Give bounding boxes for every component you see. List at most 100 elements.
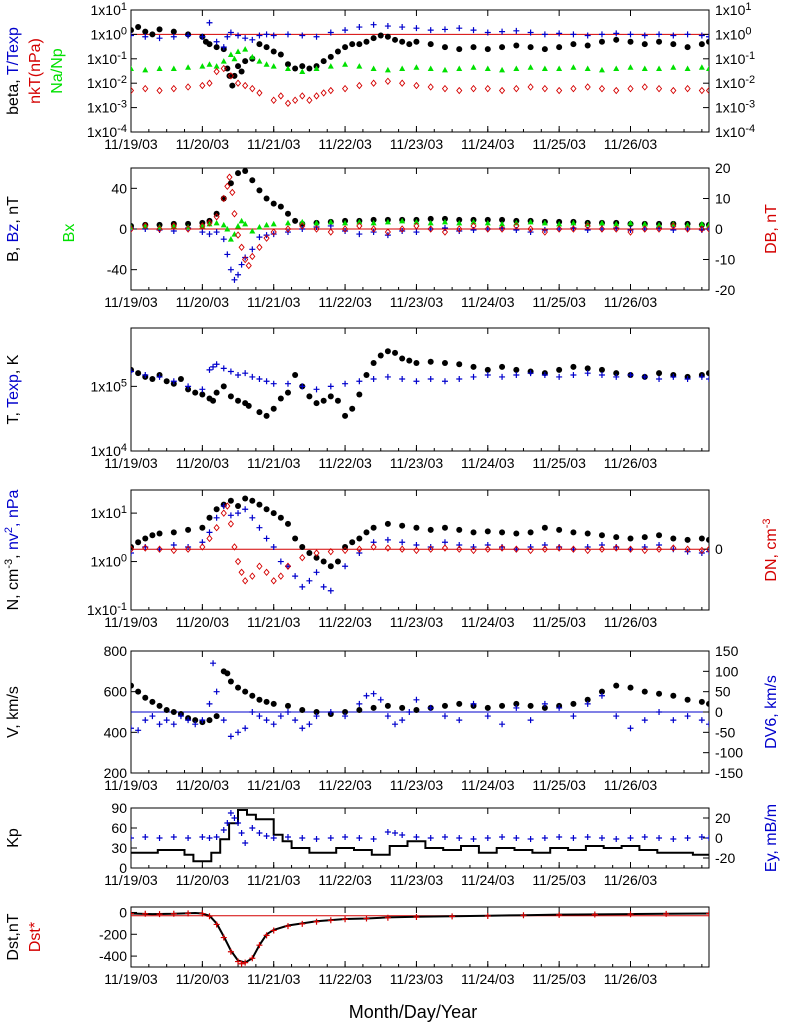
- data-point: [185, 64, 192, 70]
- data-point: [556, 225, 563, 233]
- y-tick-label: -10: [715, 252, 735, 268]
- data-point: [541, 700, 548, 707]
- tick-label-exponent: 4: [121, 442, 127, 454]
- data-point: [392, 721, 399, 728]
- x-tick-label: 11/19/03: [104, 614, 158, 630]
- data-point: [705, 86, 709, 95]
- data-point: [399, 65, 406, 72]
- data-point: [220, 827, 227, 833]
- data-point: [399, 79, 406, 87]
- y-tick-label: 1x10-4: [87, 123, 127, 140]
- data-point: [556, 220, 563, 227]
- data-point: [135, 727, 142, 734]
- data-point: [292, 573, 299, 580]
- data-point: [499, 373, 506, 380]
- data-point: [263, 31, 270, 38]
- data-point: [670, 41, 677, 48]
- data-point: [313, 713, 320, 720]
- data-point: [670, 64, 677, 70]
- data-point: [284, 562, 292, 570]
- data-point: [513, 222, 520, 230]
- data-point: [684, 31, 691, 38]
- data-point: [356, 835, 363, 841]
- data-point: [499, 529, 506, 536]
- tick-label-text: 60: [111, 820, 127, 836]
- data-point: [584, 546, 591, 555]
- data-point: [684, 835, 691, 841]
- data-point: [427, 41, 434, 48]
- data-point: [229, 188, 236, 197]
- tick-label-text: 1x10: [715, 26, 746, 42]
- data-point: [570, 219, 577, 226]
- tick-label-text: 1x10: [87, 100, 118, 116]
- data-point: [413, 378, 420, 385]
- tick-label-exponent: -1: [117, 50, 127, 62]
- data-point: [499, 44, 506, 51]
- panel-temperature: 11/19/03 11/20/03 11/21/03 11/22/03 11/23/03…: [5, 327, 710, 471]
- data-point: [156, 911, 163, 918]
- data-point: [256, 187, 263, 194]
- data-point: [363, 371, 370, 378]
- data-point: [706, 65, 709, 72]
- data-point: [220, 236, 227, 243]
- data-point: [234, 231, 242, 239]
- axis-title-part: , nT: [5, 196, 22, 224]
- data-point: [206, 219, 213, 227]
- y-axis-title: Na/Np: [49, 48, 66, 93]
- data-point: [220, 934, 227, 941]
- data-point: [656, 532, 663, 539]
- data-point: [242, 370, 249, 377]
- y-axis-title: DN, cm-3: [761, 518, 780, 581]
- data-point: [170, 378, 177, 385]
- data-point: [342, 228, 349, 235]
- data-point: [441, 215, 448, 222]
- data-point: [705, 225, 709, 233]
- data-point: [156, 373, 163, 380]
- data-point: [656, 38, 663, 45]
- data-point: [513, 371, 520, 378]
- panel-velocity: 11/19/03 11/20/03 11/21/03 11/22/03 11/23/03…: [5, 643, 780, 793]
- data-point: [399, 225, 406, 233]
- axis-title-superscript: 2: [3, 527, 15, 533]
- data-point: [484, 912, 491, 919]
- data-point: [706, 221, 709, 228]
- data-point: [684, 696, 691, 703]
- data-point: [370, 65, 377, 72]
- data-point: [185, 910, 192, 917]
- data-point: [213, 834, 220, 840]
- data-point: [513, 545, 520, 553]
- data-point: [441, 228, 449, 236]
- data-point: [556, 911, 563, 918]
- data-point: [655, 225, 663, 233]
- y-tick-label: 1x101: [91, 504, 127, 521]
- data-point: [284, 65, 291, 72]
- data-point: [449, 913, 456, 920]
- data-point: [199, 834, 206, 840]
- y-tick-label: 1x10-3: [715, 99, 755, 116]
- data-point: [242, 840, 249, 846]
- data-point: [584, 530, 591, 537]
- data-point: [220, 509, 227, 517]
- plot-frame: [130, 906, 710, 968]
- data-point: [263, 717, 270, 724]
- data-point: [613, 373, 620, 380]
- data-point: [427, 376, 434, 383]
- data-point: [399, 355, 406, 362]
- data-point: [142, 84, 149, 93]
- data-point: [470, 529, 477, 536]
- data-point: [456, 541, 463, 548]
- tick-label-text: 1x10: [715, 75, 746, 91]
- data-point: [427, 83, 434, 91]
- data-point: [235, 271, 242, 278]
- data-point: [356, 545, 363, 553]
- data-point: [256, 243, 263, 252]
- data-point: [327, 393, 334, 400]
- data-point: [249, 497, 256, 504]
- data-point: [263, 378, 270, 385]
- data-point: [299, 583, 306, 590]
- axis-title-superscript: -3: [3, 559, 15, 569]
- y-tick-label: -20: [715, 282, 735, 298]
- data-point: [206, 231, 213, 238]
- data-point: [299, 383, 306, 390]
- axis-title-part: Na/Np: [49, 48, 66, 93]
